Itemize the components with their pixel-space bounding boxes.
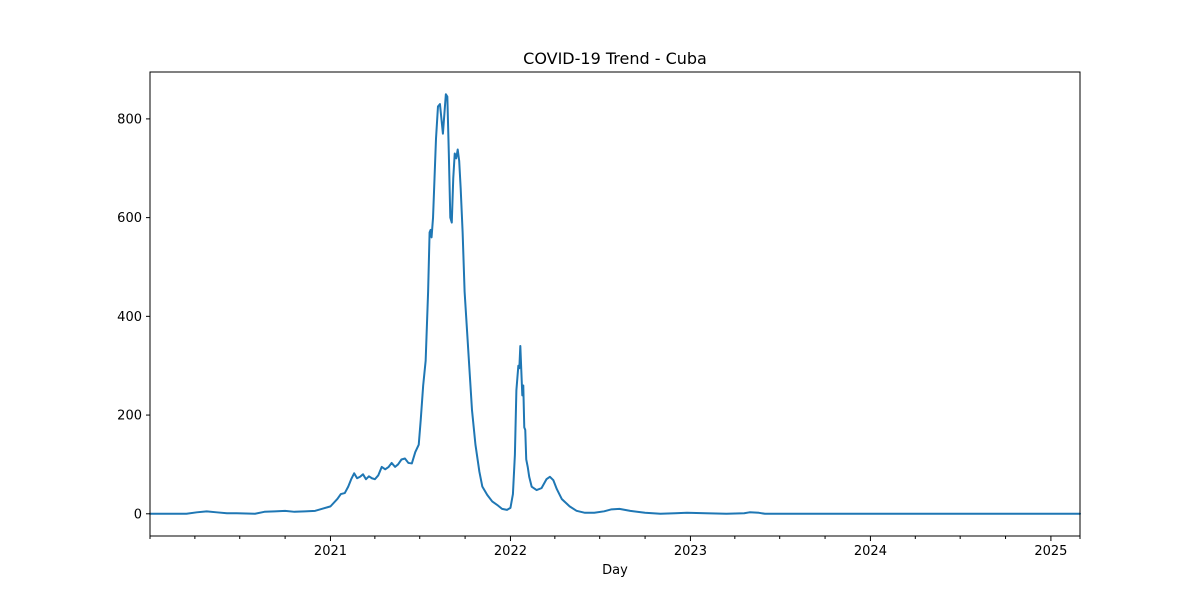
- y-tick-label: 200: [117, 409, 142, 424]
- plot-area: [149, 93, 1081, 515]
- chart-title: COVID-19 Trend - Cuba: [523, 49, 707, 68]
- y-tick-label: 600: [117, 211, 142, 226]
- x-tick-label: 2022: [494, 544, 527, 559]
- y-tick-label: 400: [117, 310, 142, 325]
- y-tick-label: 800: [117, 112, 142, 127]
- x-tick-label: 2025: [1034, 544, 1067, 559]
- x-tick-label: 2024: [854, 544, 887, 559]
- y-tick-label: 0: [134, 507, 142, 522]
- x-tick-label: 2021: [314, 544, 347, 559]
- series-line-0: [149, 93, 1081, 515]
- x-tick-label: 2023: [674, 544, 707, 559]
- axes: 0 200 400 600 800 2021 2022 2023 2024 2025: [117, 112, 1081, 559]
- plot-frame: [149, 71, 1081, 537]
- x-axis-label: Day: [602, 563, 628, 578]
